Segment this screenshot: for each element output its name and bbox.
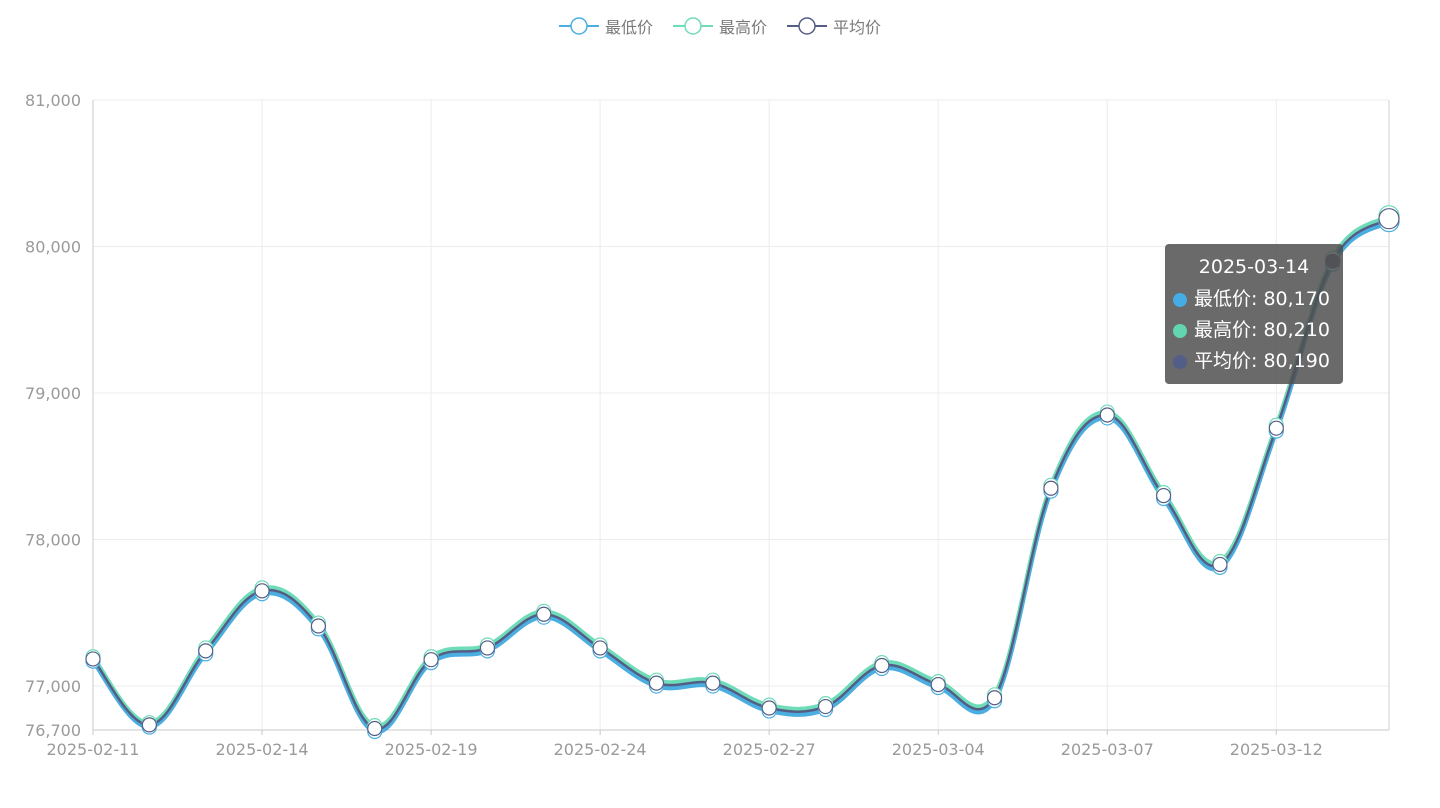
legend-symbol-max <box>672 17 713 35</box>
x-tick-label: 2025-02-27 <box>723 740 816 759</box>
data-point <box>423 652 439 668</box>
tooltip-label-min: 最低价 <box>1194 288 1252 310</box>
data-point <box>817 698 834 715</box>
data-point <box>479 640 496 656</box>
data-point <box>1156 487 1172 504</box>
data-point <box>705 675 721 691</box>
tooltip-dot-max <box>1173 323 1187 338</box>
legend-label-max: 最高价 <box>718 18 767 37</box>
legend-label-avg: 平均价 <box>833 18 882 37</box>
data-point <box>986 690 1003 706</box>
data-point <box>254 583 270 599</box>
legend-symbol-avg <box>787 17 827 35</box>
tooltip-row-min: 最低价: 80,170 <box>1173 284 1343 315</box>
legend-label-min: 最低价 <box>604 18 653 37</box>
x-tick-label: 2025-03-07 <box>1061 740 1154 759</box>
data-point <box>648 675 665 691</box>
data-point <box>1043 480 1059 496</box>
data-point <box>310 618 326 634</box>
legend: 最低价 最高价 平均价 <box>0 14 1440 38</box>
data-point <box>367 720 383 737</box>
x-tick-label: 2025-02-19 <box>385 740 478 759</box>
x-tick-label: 2025-02-11 <box>47 740 140 759</box>
x-tick-label: 2025-02-24 <box>554 740 647 759</box>
data-point <box>1099 407 1115 423</box>
x-tick-label: 2025-02-14 <box>216 740 309 759</box>
tooltip-row-avg: 平均价: 80,190 <box>1173 346 1343 377</box>
data-point <box>141 717 157 733</box>
x-tick-label: 2025-03-04 <box>892 740 985 759</box>
tooltip-dot-min <box>1173 292 1187 307</box>
tooltip-row-max: 最高价: 80,210 <box>1173 315 1343 346</box>
data-point <box>1378 208 1400 230</box>
y-tick-label: 77,000 <box>25 677 81 696</box>
y-tick-label: 76,700 <box>25 721 81 740</box>
x-tick-label: 2025-03-12 <box>1230 740 1323 759</box>
data-point <box>761 700 777 716</box>
data-point <box>1212 556 1228 573</box>
legend-symbol-min <box>558 17 599 35</box>
tooltip-label-avg: 平均价 <box>1194 350 1252 372</box>
data-point <box>85 651 101 667</box>
data-point <box>536 606 552 622</box>
legend-item-min[interactable]: 最低价 <box>558 14 653 38</box>
data-point <box>592 640 608 656</box>
tooltip-value-avg: 80,190 <box>1263 350 1330 372</box>
data-point <box>930 676 946 693</box>
tooltip-dot-avg <box>1173 354 1187 369</box>
legend-item-max[interactable]: 最高价 <box>672 14 767 38</box>
tooltip: 2025-03-14 最低价: 80,170 最高价: 80,210 平均价: … <box>1165 244 1343 384</box>
tooltip-value-max: 80,210 <box>1263 319 1330 341</box>
data-point <box>874 657 890 674</box>
tooltip-value-min: 80,170 <box>1263 288 1330 310</box>
y-tick-label: 81,000 <box>25 91 81 110</box>
data-point <box>198 643 214 659</box>
y-tick-label: 78,000 <box>25 531 81 550</box>
tooltip-label-max: 最高价 <box>1194 319 1252 341</box>
y-tick-label: 79,000 <box>25 384 81 403</box>
tooltip-date: 2025-03-14 <box>1198 256 1310 278</box>
legend-item-avg[interactable]: 平均价 <box>787 14 881 38</box>
y-tick-label: 80,000 <box>25 238 81 257</box>
data-point <box>1268 420 1284 436</box>
